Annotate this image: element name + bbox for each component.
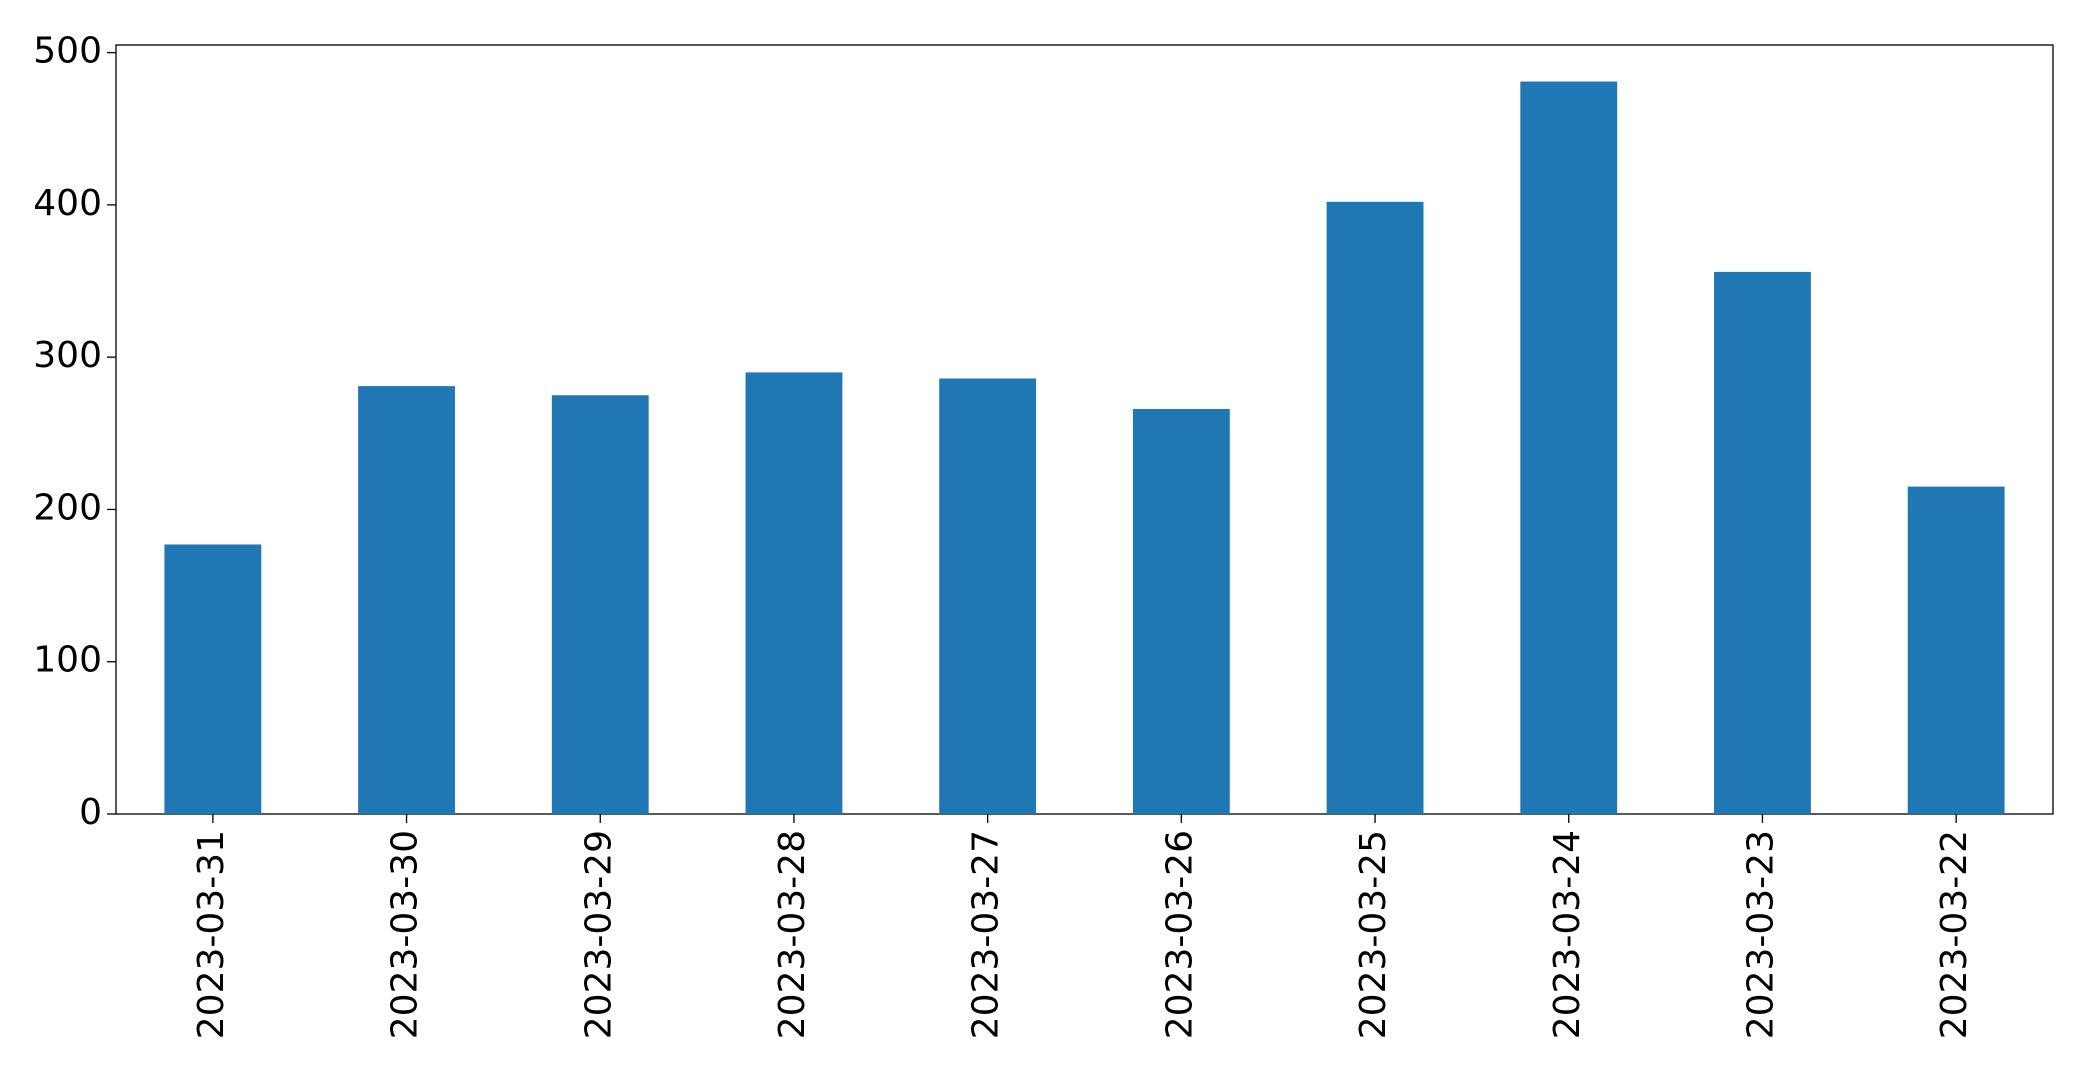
x-tick-label: 2023-03-30: [385, 830, 426, 1039]
x-tick-label: 2023-03-24: [1547, 830, 1588, 1039]
y-tick-label: 400: [33, 183, 102, 224]
x-tick-label: 2023-03-25: [1353, 830, 1394, 1039]
x-tick-label: 2023-03-28: [772, 830, 813, 1039]
x-tick-label: 2023-03-26: [1159, 830, 1200, 1039]
y-tick-label: 200: [33, 487, 102, 528]
bar: [1132, 408, 1230, 814]
x-tick-label: 2023-03-22: [1934, 830, 1975, 1039]
x-tick-label: 2023-03-23: [1740, 830, 1781, 1039]
bar: [164, 544, 262, 814]
bar: [1907, 486, 2005, 814]
bar: [358, 386, 455, 814]
bar: [1714, 271, 1811, 814]
bar: [939, 378, 1037, 814]
plot-frame: [115, 44, 2054, 815]
x-tick-label: 2023-03-29: [578, 830, 619, 1039]
x-tick-label: 2023-03-27: [966, 830, 1007, 1039]
y-tick-label: 0: [79, 792, 102, 833]
y-tick-label: 300: [33, 335, 102, 376]
y-tick-label: 100: [33, 640, 102, 681]
bar: [1520, 81, 1618, 815]
x-tick-label: 2023-03-31: [191, 830, 232, 1039]
bar: [551, 395, 649, 814]
y-tick-label: 500: [33, 31, 102, 72]
bar: [1326, 201, 1424, 814]
bar: [745, 372, 843, 814]
